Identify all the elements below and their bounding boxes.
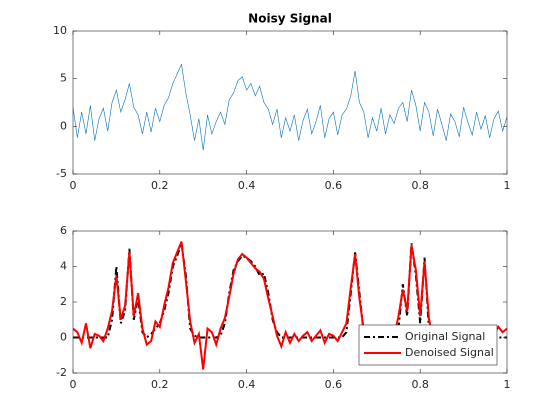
x-tick-label: 1: [504, 179, 511, 192]
x-tick-label: 0.8: [411, 378, 429, 391]
y-tick-label: -2: [56, 366, 67, 379]
x-tick-label: 0.4: [238, 378, 256, 391]
y-tick-label: -5: [56, 167, 67, 180]
x-tick-label: 0.6: [325, 179, 343, 192]
y-tick-label: 10: [53, 24, 67, 37]
y-tick-label: 4: [60, 260, 67, 273]
y-tick-label: 0: [60, 331, 67, 344]
legend-label: Original Signal: [405, 330, 485, 343]
y-tick-label: 2: [60, 295, 67, 308]
x-tick-label: 0.2: [151, 378, 169, 391]
x-tick-label: 0.4: [238, 179, 256, 192]
plot-area: [73, 31, 507, 174]
y-tick-label: 0: [60, 119, 67, 132]
legend-box: [358, 324, 498, 366]
x-tick-label: 0.2: [151, 179, 169, 192]
x-tick-label: 0: [70, 179, 77, 192]
series-line: [73, 63, 507, 151]
x-tick-label: 1: [504, 378, 511, 391]
axes-box: [72, 30, 508, 175]
y-tick-label: 6: [60, 224, 67, 237]
x-tick-label: 0: [70, 378, 77, 391]
chart-title: Noisy Signal: [248, 12, 332, 26]
legend-label: Denoised Signal: [405, 346, 494, 359]
legend: Original Signal Denoised Signal: [358, 324, 498, 366]
y-tick-label: 5: [60, 72, 67, 85]
x-tick-label: 0.8: [411, 179, 429, 192]
x-tick-label: 0.6: [325, 378, 343, 391]
